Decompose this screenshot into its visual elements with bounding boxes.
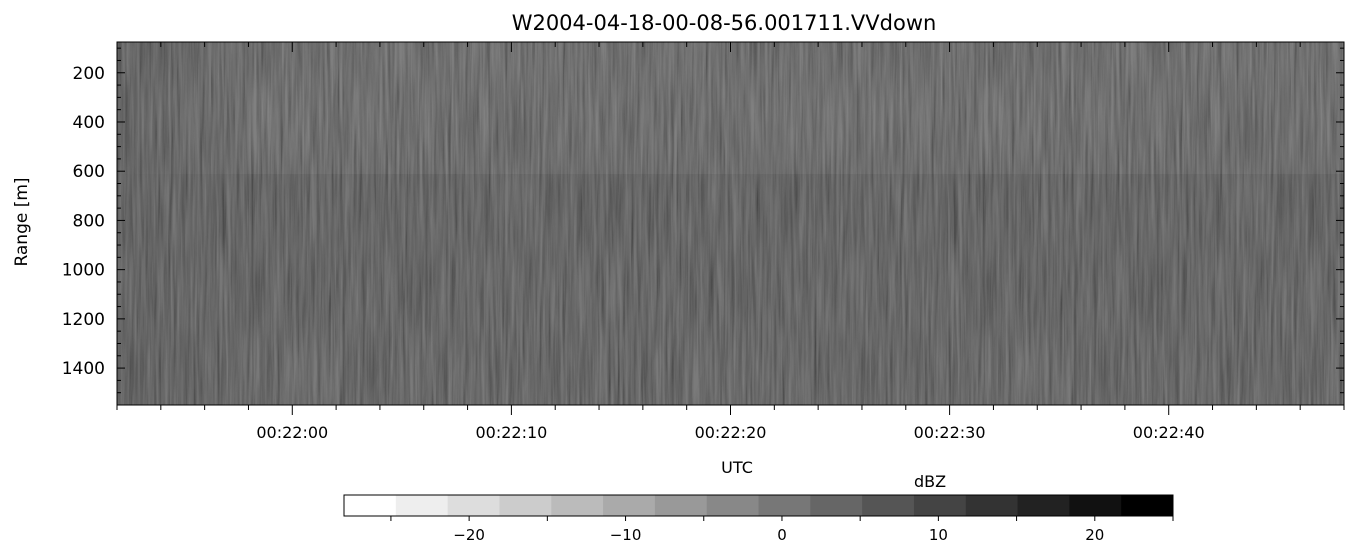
x-tick-label: 00:22:20 bbox=[695, 423, 767, 442]
y-tick-label: 1400 bbox=[62, 359, 105, 379]
y-tick-label: 1000 bbox=[62, 261, 105, 281]
colorbar-swatch bbox=[810, 495, 863, 516]
y-axis-label: Range [m] bbox=[12, 177, 32, 266]
x-tick-label: 00:22:30 bbox=[914, 423, 986, 442]
colorbar-tick-label: −20 bbox=[453, 526, 485, 544]
colorbar-swatch bbox=[913, 495, 967, 516]
colorbar-swatch bbox=[862, 495, 915, 516]
plot-area bbox=[116, 41, 1345, 406]
x-tick-label: 00:22:00 bbox=[256, 423, 328, 442]
colorbar: −20 −10 0 10 20 bbox=[343, 494, 1174, 544]
colorbar-frame bbox=[343, 494, 1174, 517]
colorbar-swatch bbox=[758, 495, 811, 516]
colorbar-swatch bbox=[1121, 495, 1174, 516]
colorbar-tick-label: 0 bbox=[777, 526, 787, 544]
chart-title: W2004-04-18-00-08-56.001711.VVdown bbox=[512, 11, 937, 35]
x-tick-label: 00:22:10 bbox=[475, 423, 547, 442]
colorbar-tick-label: 10 bbox=[929, 526, 948, 544]
y-tick-label: 1200 bbox=[62, 310, 105, 330]
colorbar-swatch bbox=[706, 495, 759, 516]
colorbar-swatch bbox=[395, 495, 449, 516]
y-tick-label: 800 bbox=[73, 211, 105, 231]
colorbar-swatch bbox=[654, 495, 708, 516]
colorbar-swatch bbox=[551, 495, 604, 516]
colorbar-swatch bbox=[447, 495, 500, 516]
colorbar-tick-label: 20 bbox=[1085, 526, 1104, 544]
y-tick-label: 600 bbox=[73, 162, 105, 182]
colorbar-swatch bbox=[965, 495, 1019, 516]
y-tick-label: 200 bbox=[73, 64, 105, 84]
y-tick-label: 400 bbox=[73, 113, 105, 133]
texture-overlay bbox=[117, 42, 1344, 405]
colorbar-label: dBZ bbox=[914, 472, 946, 491]
colorbar-swatch bbox=[344, 495, 397, 516]
x-tick-label: 00:22:40 bbox=[1133, 423, 1205, 442]
colorbar-tick-label: −10 bbox=[610, 526, 642, 544]
colorbar-swatch bbox=[1017, 495, 1070, 516]
y-axis: 200 400 600 800 1000 1200 1400 bbox=[62, 47, 1344, 394]
x-axis: 00:22:00 00:22:10 00:22:20 00:22:30 00:22:40 bbox=[116, 42, 1345, 442]
x-axis-label: UTC bbox=[721, 458, 753, 477]
colorbar-swatch bbox=[1069, 495, 1122, 516]
colorbar-swatch bbox=[603, 495, 656, 516]
colorbar-swatch bbox=[499, 495, 552, 516]
